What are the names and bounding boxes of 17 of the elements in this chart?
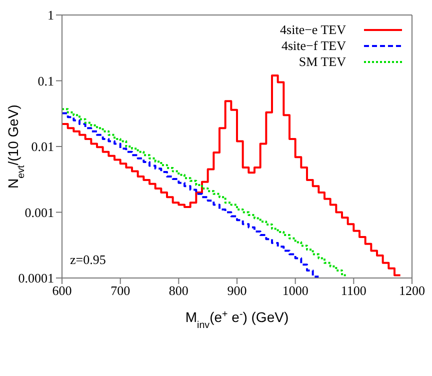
x-tick-label: 700 (110, 283, 130, 298)
x-axis-title: M$_{inv}$(e$^{+}$ e$^{-}$) (GeV) (185, 308, 289, 330)
annotation: z=0.95 (70, 252, 106, 267)
x-tick-label: 1000 (282, 283, 308, 298)
x-tick-label: 1200 (399, 283, 425, 298)
y-tick-label: 0.1 (38, 73, 54, 88)
y-tick-label: 1 (48, 8, 54, 23)
x-tick-label: 600 (52, 283, 72, 298)
x-tick-label: 900 (227, 283, 247, 298)
x-tick-label: 1100 (340, 283, 366, 298)
legend-label: 4site−e TEV (280, 22, 346, 38)
legend-label: SM TEV (298, 54, 346, 70)
x-tick-label: 800 (168, 283, 188, 298)
legend-label: 4site−f TEV (282, 38, 346, 54)
y-tick-label: 0.01 (31, 139, 54, 154)
y-tick-label: 0.001 (24, 204, 54, 220)
y-tick-label: 0.0001 (18, 270, 54, 286)
